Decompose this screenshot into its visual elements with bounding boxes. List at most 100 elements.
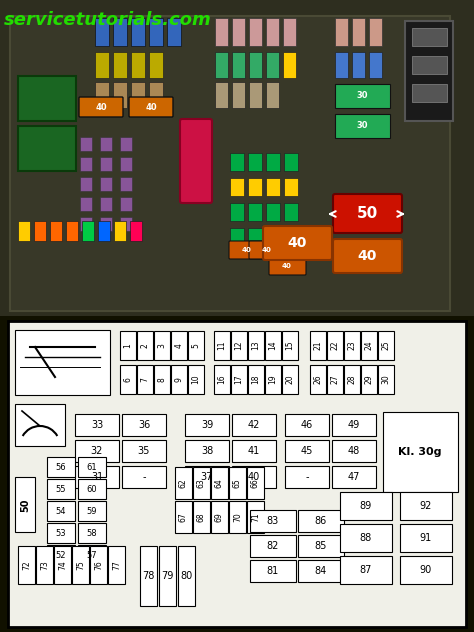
Text: 40: 40 [248, 472, 260, 482]
Bar [340, 492, 392, 520]
Text: 84: 84 [315, 566, 327, 576]
Bar [50, 221, 62, 241]
Bar [214, 365, 230, 394]
Text: 69: 69 [215, 512, 224, 522]
Bar [352, 18, 365, 46]
Text: 47: 47 [348, 472, 360, 482]
Text: 48: 48 [348, 446, 360, 456]
Text: 73: 73 [40, 560, 49, 570]
Text: 40: 40 [287, 236, 307, 250]
Text: 88: 88 [360, 533, 372, 543]
Bar [47, 479, 75, 499]
Text: 80: 80 [181, 571, 192, 581]
Bar [75, 466, 119, 488]
Bar [78, 457, 106, 477]
Bar [108, 546, 125, 584]
Bar [412, 84, 447, 102]
Bar [80, 177, 92, 191]
Bar [47, 523, 75, 543]
Bar [248, 178, 262, 196]
Bar [100, 137, 112, 151]
Bar [327, 331, 343, 360]
Bar [249, 52, 262, 78]
Bar [78, 479, 106, 499]
Bar [120, 157, 132, 171]
Text: 24: 24 [365, 341, 374, 350]
Text: 76: 76 [94, 560, 103, 570]
Bar [171, 331, 187, 360]
Bar [250, 535, 296, 557]
Text: 9: 9 [174, 377, 183, 382]
Text: 83: 83 [267, 516, 279, 526]
Text: 4: 4 [174, 343, 183, 348]
Bar [137, 365, 153, 394]
Bar [15, 330, 110, 395]
Bar [285, 440, 329, 462]
Text: 30: 30 [382, 375, 391, 384]
Text: 38: 38 [201, 446, 213, 456]
Bar [344, 331, 360, 360]
Bar [232, 52, 245, 78]
Bar [250, 560, 296, 582]
Bar [230, 153, 244, 171]
Text: servicetutorials.com: servicetutorials.com [4, 11, 212, 29]
Bar [229, 501, 246, 533]
Bar [266, 18, 279, 46]
Text: 49: 49 [348, 420, 360, 430]
Bar [249, 18, 262, 46]
Text: 65: 65 [233, 478, 242, 488]
Bar [211, 467, 228, 499]
Text: 35: 35 [138, 446, 150, 456]
Text: 54: 54 [56, 506, 66, 516]
Bar [120, 177, 132, 191]
Bar [249, 82, 262, 108]
Text: 8: 8 [157, 377, 166, 382]
Bar [82, 221, 94, 241]
Bar [232, 82, 245, 108]
Bar [78, 523, 106, 543]
Bar [230, 228, 244, 246]
Bar [18, 76, 76, 121]
Bar [412, 28, 447, 46]
Bar [266, 228, 280, 246]
Bar [298, 560, 344, 582]
Bar [80, 217, 92, 231]
Bar [47, 545, 75, 565]
Text: Kl. 30g: Kl. 30g [398, 447, 442, 457]
Bar [266, 153, 280, 171]
Bar [120, 137, 132, 151]
Text: 71: 71 [251, 512, 260, 522]
Bar [114, 221, 126, 241]
Text: 30: 30 [356, 121, 368, 130]
Bar [47, 457, 75, 477]
Bar [335, 52, 348, 78]
Bar [335, 18, 348, 46]
Bar [78, 545, 106, 565]
Bar [72, 546, 89, 584]
Bar [193, 501, 210, 533]
Text: 55: 55 [56, 485, 66, 494]
Bar [185, 414, 229, 436]
Bar [113, 52, 127, 78]
Text: 36: 36 [138, 420, 150, 430]
Text: 82: 82 [267, 541, 279, 551]
Bar [412, 56, 447, 74]
Bar [247, 501, 264, 533]
Bar [149, 52, 163, 78]
Text: 62: 62 [179, 478, 188, 488]
Bar [284, 178, 298, 196]
Bar [215, 18, 228, 46]
Bar [185, 466, 229, 488]
Text: 10: 10 [191, 375, 201, 384]
Bar [361, 365, 377, 394]
Bar [215, 52, 228, 78]
Bar [266, 203, 280, 221]
Text: 40: 40 [262, 247, 272, 253]
Bar [335, 114, 390, 138]
Text: 85: 85 [315, 541, 327, 551]
Text: 70: 70 [233, 512, 242, 522]
Text: 90: 90 [420, 565, 432, 575]
Bar [310, 365, 326, 394]
Text: 59: 59 [87, 506, 97, 516]
Bar [131, 52, 145, 78]
